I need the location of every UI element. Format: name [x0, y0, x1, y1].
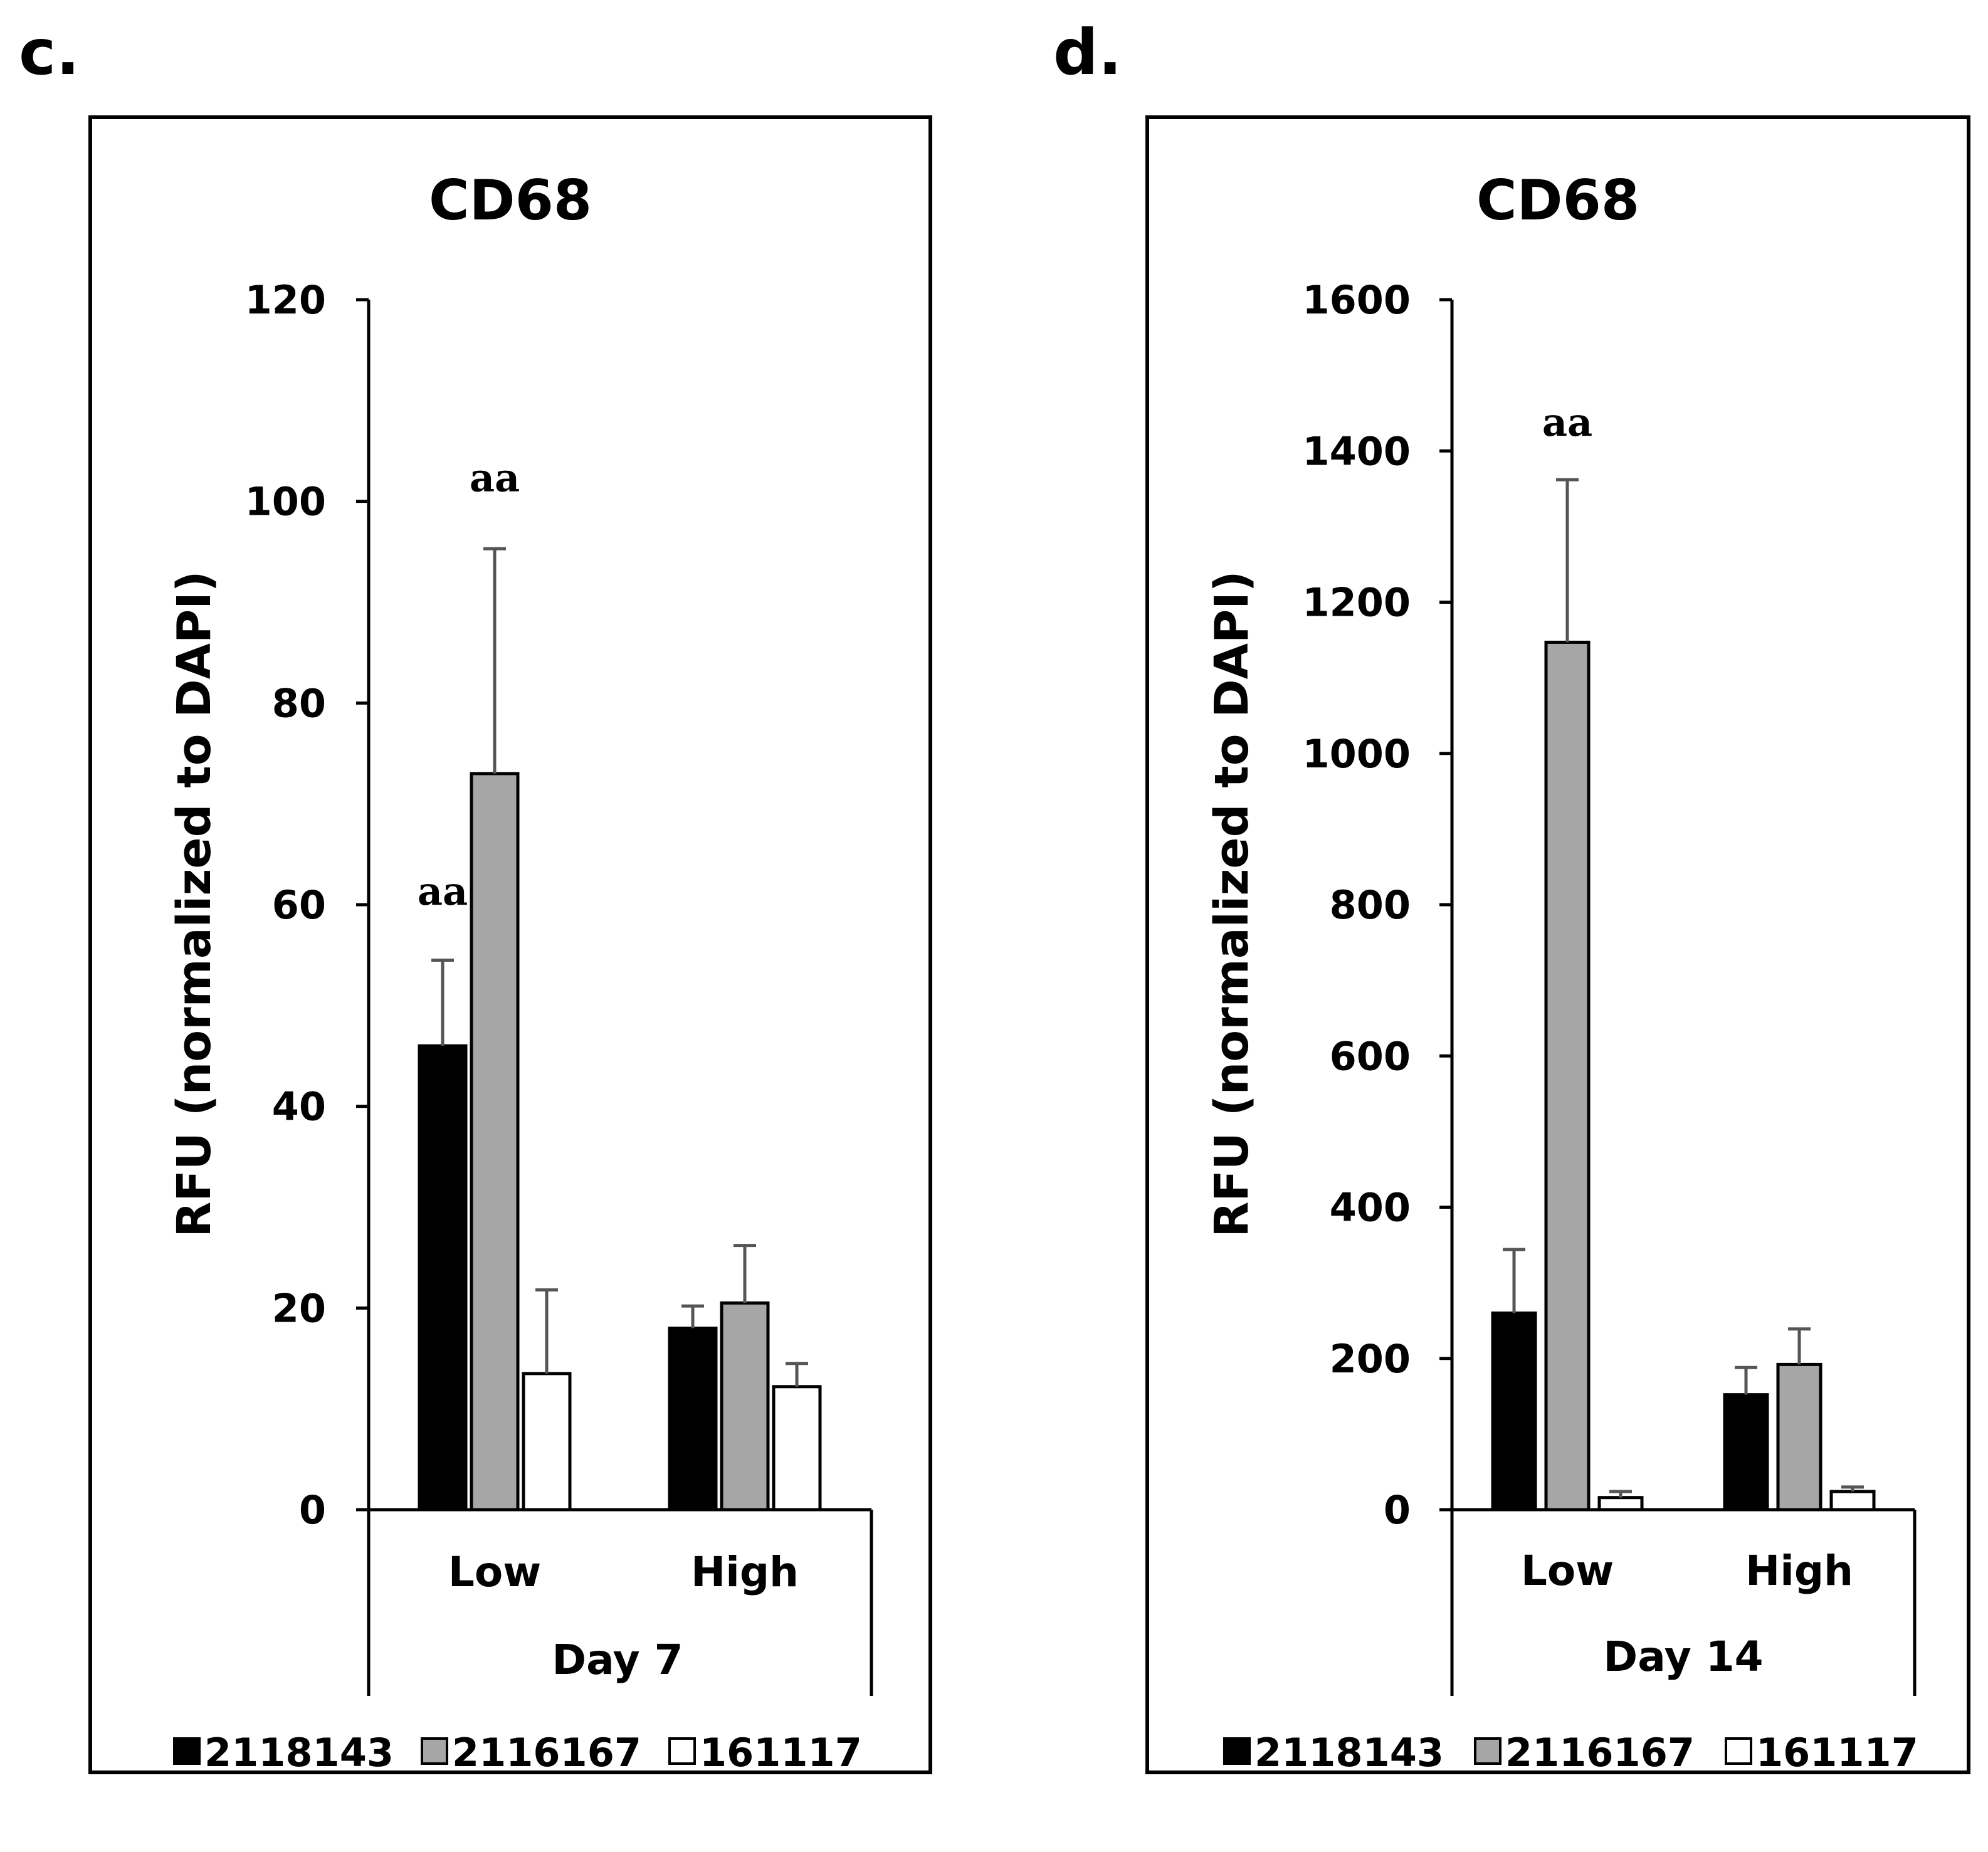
panel-d-bar-2116167-high [1776, 1362, 1822, 1512]
panel-d-y-tick-label: 200 [1330, 1336, 1411, 1382]
panel-c-bar-161117-high [772, 1385, 822, 1512]
panel-d-marks: aa [1491, 399, 1876, 1512]
panel-d-bar-2116167-low [1544, 640, 1591, 1512]
panel-c-y-axis-label: RFU (normalized to DAPI) [167, 571, 221, 1237]
panel-d-x-axis-label: Day 14 [1603, 1633, 1763, 1681]
panel-d-y-tick-label: 400 [1330, 1185, 1411, 1231]
panel-d-bar-2118143-low [1491, 1311, 1537, 1512]
panel-c-y-tick-label: 0 [299, 1487, 326, 1533]
panel-c-legend-swatch-161117 [668, 1737, 696, 1765]
panel-c-legend: 2118143 2116167 161117 [173, 1730, 862, 1776]
panel-c-y-tick-label: 20 [272, 1285, 326, 1331]
panel-d-y-axis-label: RFU (normalized to DAPI) [1205, 571, 1259, 1237]
panel-d-category-label: High [1745, 1547, 1853, 1595]
panel-c-category-label: Low [448, 1548, 541, 1596]
panel-c-category-label: High [691, 1548, 799, 1596]
panel-d-y-tick-label: 600 [1330, 1033, 1411, 1079]
panel-c-bar-2118143-low [418, 1044, 468, 1512]
panel-c-y-tick-label: 60 [272, 882, 326, 928]
panel-d-legend: 2118143 2116167 161117 [1223, 1730, 1918, 1776]
panel-c: c. CD68 RFU (normalized to DAPI) Day 7 0… [19, 16, 932, 1776]
panel-c-significance-label: aa [418, 868, 468, 914]
panel-c-bar-2118143-high [668, 1327, 718, 1512]
panel-d-significance-label: aa [1542, 399, 1592, 445]
panel-d-label: d. [1053, 16, 1122, 89]
panel-d-legend-swatch-2118143 [1223, 1737, 1251, 1765]
panel-c-bar-2116167-high [720, 1301, 770, 1512]
panel-d-title: CD68 [1476, 168, 1639, 233]
panel-c-title: CD68 [429, 168, 592, 233]
panel-c-bar-161117-low [522, 1372, 572, 1512]
panel-c-y-tick-label: 80 [272, 680, 326, 726]
panel-c-bar-2116167-low [470, 772, 520, 1512]
panel-d-bar-161117-high [1829, 1490, 1876, 1512]
panel-d-legend-swatch-161117 [1725, 1737, 1752, 1765]
panel-d-y-tick-label: 800 [1330, 882, 1411, 928]
panel-c-legend-swatch-2116167 [421, 1737, 448, 1765]
panel-d-y-tick-label: 1000 [1302, 731, 1411, 777]
panel-d-axes: 0 200 400 600 800 1000 1200 1400 1600 Low High [1302, 277, 1917, 1696]
panel-c-legend-label-2118143: 2118143 [204, 1730, 394, 1776]
panel-c-marks: aa aa [418, 455, 822, 1512]
panel-c-y-tick-label: 40 [272, 1084, 326, 1130]
panel-c-significance-label: aa [470, 455, 520, 501]
panel-d-y-tick-label: 1400 [1302, 428, 1411, 474]
panel-d-legend-label-161117: 161117 [1756, 1730, 1918, 1776]
panel-c-x-axis-label: Day 7 [552, 1636, 683, 1684]
panel-c-y-tick-label: 100 [245, 479, 326, 525]
panel-d-legend-label-2118143: 2118143 [1254, 1730, 1444, 1776]
panel-d-y-tick-label: 1200 [1302, 580, 1411, 626]
panel-d-bar-161117-low [1597, 1496, 1644, 1512]
panel-d-y-tick-label: 1600 [1302, 277, 1411, 323]
panel-d-bar-2118143-high [1723, 1393, 1769, 1512]
panel-c-legend-label-2116167: 2116167 [452, 1730, 641, 1776]
panel-d-legend-label-2116167: 2116167 [1505, 1730, 1695, 1776]
panel-d-category-label: Low [1521, 1547, 1614, 1595]
panel-c-legend-swatch-2118143 [173, 1737, 201, 1765]
panel-d-legend-swatch-2116167 [1474, 1737, 1502, 1765]
panel-c-legend-label-161117: 161117 [700, 1730, 862, 1776]
panel-c-frame [88, 115, 932, 1774]
panel-d-frame [1145, 115, 1970, 1774]
panel-d: d. CD68 RFU (normalized to DAPI) Day 14 … [1053, 16, 1970, 1776]
panel-c-label: c. [19, 16, 80, 89]
panel-c-y-tick-label: 120 [245, 277, 326, 323]
panel-d-y-tick-label: 0 [1384, 1487, 1411, 1533]
